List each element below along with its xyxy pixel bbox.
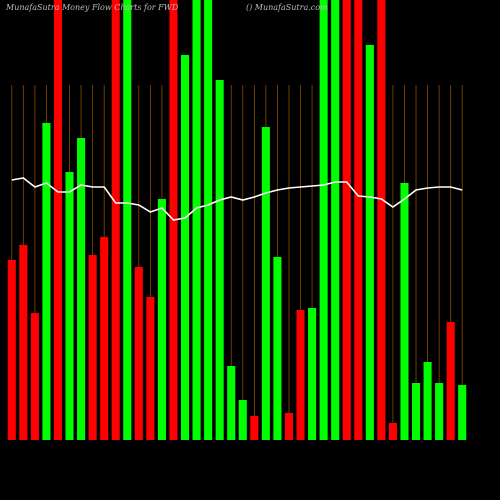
bar — [250, 416, 259, 440]
bar — [319, 0, 328, 440]
bar — [273, 257, 282, 440]
bar — [53, 0, 63, 440]
bar — [261, 127, 270, 440]
bar — [354, 0, 363, 440]
bar — [377, 0, 386, 440]
bar — [308, 308, 317, 440]
bar — [65, 172, 74, 440]
bar — [134, 267, 143, 440]
bar — [7, 260, 16, 440]
bar — [123, 0, 132, 440]
bar — [215, 80, 224, 440]
bar — [227, 366, 236, 440]
bar — [238, 400, 247, 440]
bar — [204, 0, 213, 440]
bar — [42, 123, 51, 440]
bar — [388, 423, 397, 440]
price-line — [11, 177, 463, 221]
bar — [77, 138, 86, 440]
bar — [88, 255, 97, 440]
bar — [331, 0, 340, 440]
bar — [100, 237, 109, 440]
bar — [400, 183, 409, 440]
bar — [458, 385, 467, 440]
bar — [192, 0, 201, 440]
bar — [146, 297, 155, 440]
chart-subtitle: () MunafaSutra.com — [246, 3, 328, 12]
chart-title: MunafaSutra Money Flow Charts for FWD — [5, 3, 179, 12]
bar — [342, 0, 351, 440]
bar — [157, 199, 166, 440]
bar — [30, 313, 39, 440]
bar — [180, 55, 190, 440]
bar — [19, 245, 28, 440]
bar — [284, 413, 294, 440]
bar — [411, 383, 421, 440]
bar — [111, 0, 120, 440]
bar — [435, 383, 444, 440]
bar — [423, 362, 432, 440]
bar — [365, 45, 374, 440]
bar — [296, 310, 305, 440]
bar — [446, 322, 455, 440]
